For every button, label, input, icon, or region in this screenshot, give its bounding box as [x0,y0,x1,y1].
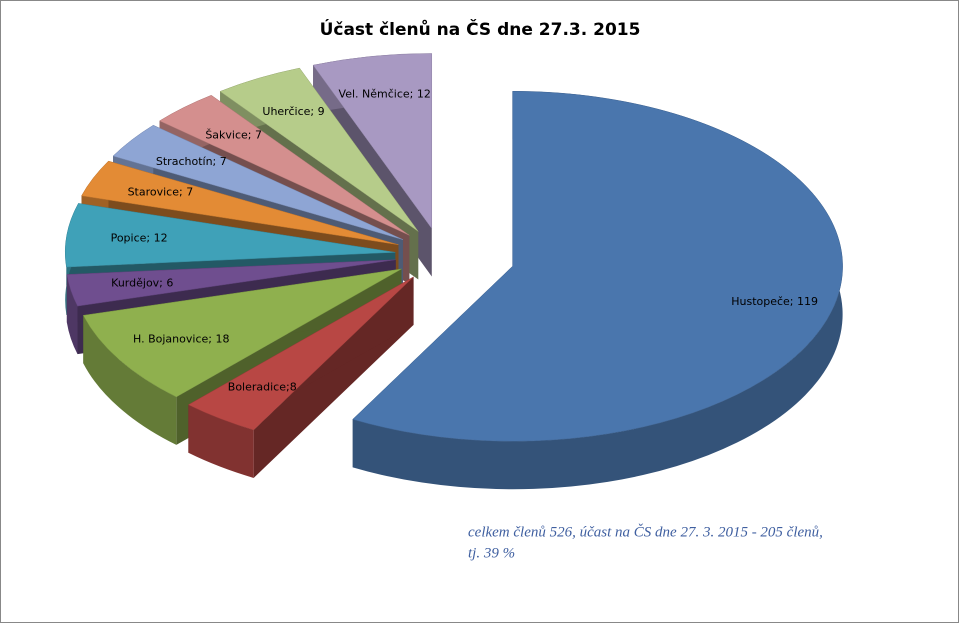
annotation: celkem členů 526, účast na ČS dne 27. 3.… [468,523,823,540]
slice [352,91,843,442]
slice-side [66,274,78,355]
data-label: Boleradice;8 [228,380,297,393]
slice [219,67,419,232]
slice [64,203,396,268]
slice [112,124,404,240]
data-label: Kurdějov; 6 [111,277,173,290]
chart-title: Účast členů na ČS dne 27.3. 2015 [320,18,641,40]
data-label: Strachotín; 7 [156,155,227,168]
data-label: Uherčice; 9 [262,105,324,118]
data-label: Šakvice; 7 [205,128,262,141]
data-label: Hustopeče; 119 [731,295,818,308]
data-label: Popice; 12 [111,232,168,245]
slice [187,276,414,431]
annotation: tj. 39 % [468,545,515,561]
data-label: Vel. Němčice; 12 [339,87,431,100]
slice [66,259,396,307]
data-label: Starovice; 7 [128,186,194,199]
slice [82,268,402,398]
slice [81,160,399,245]
slice [159,94,410,236]
data-label: H. Bojanovice; 18 [133,333,229,346]
slice-side [352,91,843,490]
slice [312,53,433,230]
slice-side [188,404,254,478]
